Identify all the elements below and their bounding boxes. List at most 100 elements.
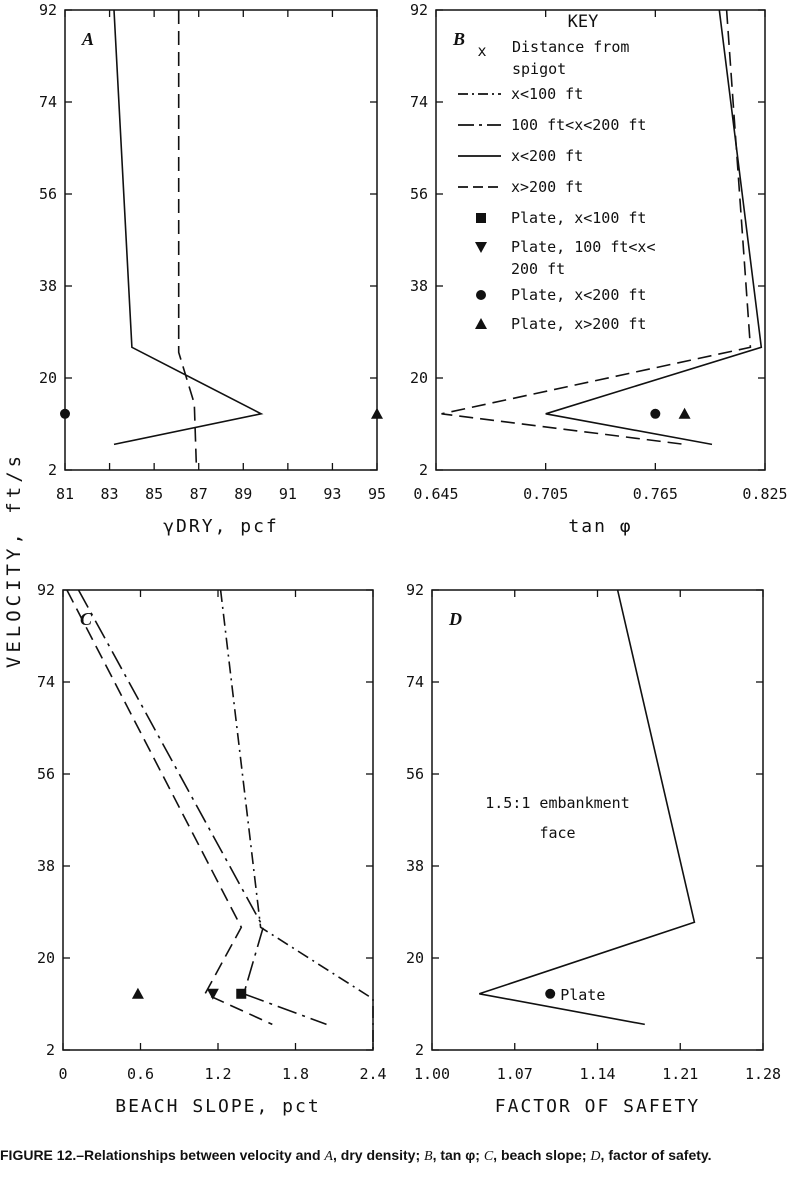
series-line-solid	[545, 9, 763, 446]
plate-marker-circle	[60, 408, 70, 419]
plate-marker-triangle-up	[678, 407, 691, 419]
legend-label: x<200 ft	[511, 147, 583, 165]
caption-c-text: , beach slope;	[493, 1147, 591, 1163]
y-tick-label: 20	[37, 949, 55, 967]
panel-letter: D	[448, 609, 462, 629]
legend-label: Plate, x<100 ft	[511, 209, 646, 227]
x-tick-label: 89	[234, 485, 252, 503]
x-tick-label: 93	[323, 485, 341, 503]
panel-letter: A	[81, 29, 94, 49]
legend-marker-circle	[476, 290, 486, 300]
y-tick-label: 56	[410, 185, 428, 203]
plate-marker-triangle-up	[371, 407, 383, 419]
y-tick-label: 20	[410, 369, 428, 387]
plot-frame	[431, 589, 764, 1051]
y-tick-label: 56	[39, 185, 57, 203]
series-line-solid	[479, 589, 696, 1026]
panel-d: 2 20 38 56 74 92 1.00 1.07 1.14 1.21 1.28 FACTOR OF…	[406, 581, 781, 1117]
plate-marker-triangle-down	[206, 988, 219, 1000]
x-tick-label: 1.8	[282, 1065, 309, 1083]
x-axis-label: FACTOR OF SAFETY	[495, 1096, 700, 1117]
x-tick-label: 81	[56, 485, 74, 503]
legend-distance-label: Distance from	[512, 38, 629, 56]
x-axis-label: tan φ	[568, 516, 632, 537]
panel-letter: B	[452, 29, 465, 49]
x-axis-label: BEACH SLOPE, pct	[115, 1096, 320, 1117]
x-tick-label: 0.6	[127, 1065, 154, 1083]
y-tick-label: 2	[419, 461, 428, 479]
caption-a-text: , dry density;	[332, 1147, 425, 1163]
y-tick-label: 2	[48, 461, 57, 479]
series-line-longdashdot	[77, 589, 327, 1026]
legend-label: Plate, x>200 ft	[511, 315, 646, 333]
y-tick-label: 74	[410, 93, 428, 111]
caption-d-text: , factor of safety.	[600, 1147, 712, 1163]
y-tick-label: 56	[37, 765, 55, 783]
legend-label: x<100 ft	[511, 85, 583, 103]
y-tick-label: 20	[406, 949, 424, 967]
y-tick-label: 2	[46, 1041, 55, 1059]
legend-label: 200 ft	[511, 260, 565, 278]
y-tick-label: 74	[39, 93, 57, 111]
y-tick-label: 74	[37, 673, 55, 691]
series-line-dashed	[441, 9, 752, 446]
x-tick-label: 1.07	[497, 1065, 533, 1083]
plate-marker-square	[236, 988, 247, 999]
legend-title: KEY	[568, 12, 599, 32]
y-tick-label: 56	[406, 765, 424, 783]
caption-d: D	[590, 1149, 601, 1164]
y-tick-label: 20	[39, 369, 57, 387]
x-tick-label: 0.705	[523, 485, 568, 503]
panel-a: 2 20 38 56 74 92 81 83 85 87 89 91 93 95 γDRY, pcf A	[39, 1, 386, 537]
y-tick-label: 38	[410, 277, 428, 295]
plate-marker-circle	[650, 408, 661, 419]
x-tick-label: 1.2	[204, 1065, 231, 1083]
x-tick-label: 1.00	[414, 1065, 450, 1083]
legend-distance-symbol: x	[477, 42, 486, 60]
x-tick-label: 1.21	[662, 1065, 698, 1083]
panel-letter: C	[80, 609, 93, 629]
caption-c: C	[483, 1149, 494, 1164]
panel-c: 2 20 38 56 74 92 0 0.6 1.2 1.8 2.4 BEACH SLOPE, pct…	[37, 581, 387, 1117]
x-tick-label: 91	[279, 485, 297, 503]
x-tick-label: 1.14	[579, 1065, 615, 1083]
y-axis-label: VELOCITY, ft/s	[3, 452, 25, 668]
plate-label: Plate	[560, 986, 605, 1004]
series-line-dashed	[177, 10, 198, 471]
y-tick-label: 74	[406, 673, 424, 691]
plate-marker-triangle-up	[131, 987, 144, 999]
plot-frame	[435, 9, 766, 471]
legend: KEY x Distance from spigot x<100 ft 100 ft<x<…	[458, 12, 656, 333]
legend-label: Plate, x<200 ft	[511, 286, 646, 304]
plot-frame	[64, 9, 378, 471]
y-tick-label: 92	[39, 1, 57, 19]
legend-distance-label: spigot	[512, 60, 566, 78]
legend-marker-triangle-down	[475, 242, 487, 253]
x-tick-label: 87	[190, 485, 208, 503]
series-line-dashed	[66, 589, 273, 1026]
legend-marker-triangle-up	[475, 318, 487, 329]
series-line-dashdot	[219, 589, 374, 1050]
legend-marker-square	[476, 213, 486, 223]
legend-label: 100 ft<x<200 ft	[511, 116, 646, 134]
annotation-text: face	[539, 824, 575, 842]
x-tick-label: 0.765	[633, 485, 678, 503]
series-line-solid	[113, 9, 264, 446]
y-tick-label: 38	[37, 857, 55, 875]
y-tick-label: 92	[37, 581, 55, 599]
x-tick-label: 95	[368, 485, 386, 503]
legend-label: Plate, 100 ft<x<	[511, 238, 656, 256]
annotation-text: 1.5:1 embankment	[485, 794, 630, 812]
caption-a: A	[324, 1149, 333, 1164]
x-tick-label: 0	[58, 1065, 67, 1083]
panel-b: 2 20 38 56 74 92 0.645 0.705 0.765 0.825 tan φ B	[410, 1, 788, 537]
y-tick-label: 2	[415, 1041, 424, 1059]
x-axis-label: γDRY, pcf	[163, 516, 279, 537]
x-tick-label: 1.28	[745, 1065, 781, 1083]
x-tick-label: 2.4	[359, 1065, 386, 1083]
figure-caption: FIGURE 12.–Relationships between velocit…	[0, 1146, 800, 1166]
caption-b: B	[424, 1149, 433, 1164]
plate-marker-circle	[545, 988, 556, 999]
x-tick-label: 83	[101, 485, 119, 503]
